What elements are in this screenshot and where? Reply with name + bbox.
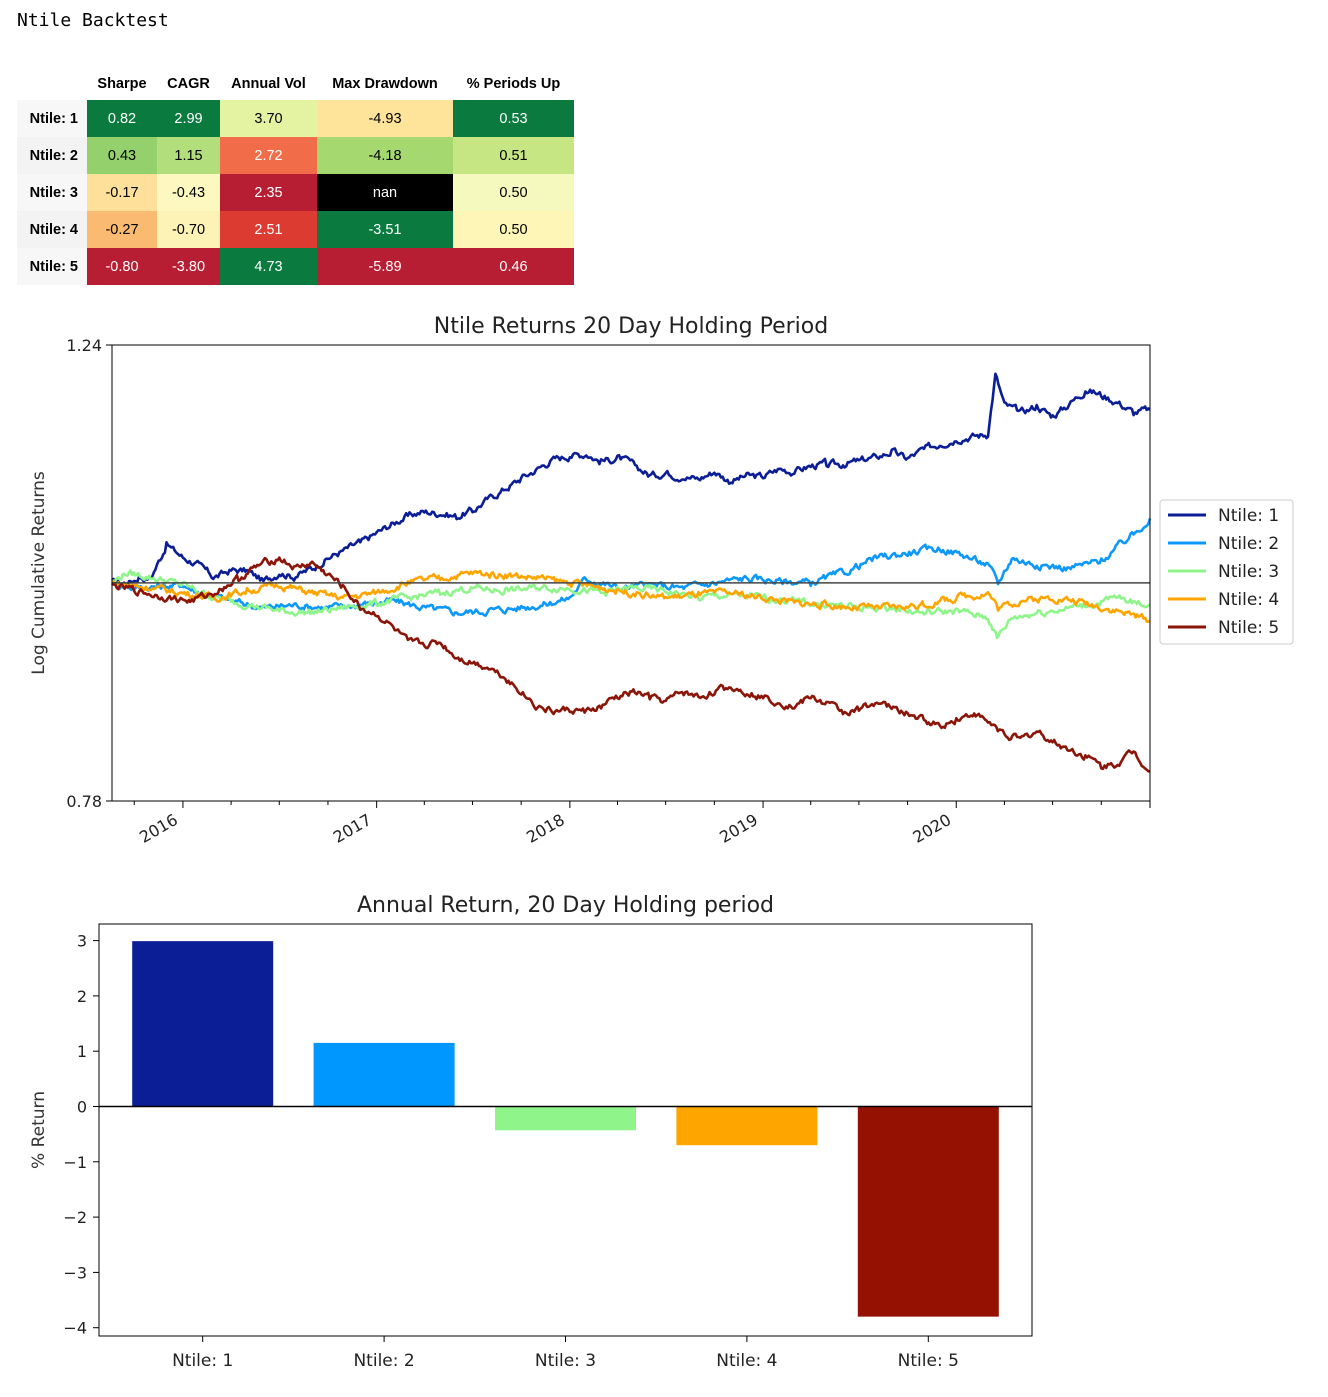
line-chart: Ntile Returns 20 Day Holding Period Log C… [29, 314, 1294, 847]
legend-label: Ntile: 5 [1218, 618, 1279, 638]
table-cell: -0.70 [157, 211, 220, 248]
table-row: Ntile: 1 0.82 2.99 3.70 -4.93 0.53 [17, 100, 574, 137]
table-cell: nan [317, 174, 453, 211]
table-cell: -0.27 [87, 211, 157, 248]
series-line-ntile-4 [111, 569, 1151, 623]
x-tick-label: Ntile: 4 [716, 1351, 777, 1371]
table-cell: -0.43 [157, 174, 220, 211]
bar-ntile-5 [857, 1106, 999, 1317]
chart-title: Ntile Returns 20 Day Holding Period [434, 314, 828, 339]
table-cell: -5.89 [317, 248, 453, 285]
y-axis-label: Log Cumulative Returns [29, 471, 49, 675]
table-cell: -4.18 [317, 137, 453, 174]
table-cell: -4.93 [317, 100, 453, 137]
table-cell: 2.51 [220, 211, 317, 248]
table-cell: 0.82 [87, 100, 157, 137]
y-axis-label: % Return [29, 1091, 49, 1169]
page-heading: Ntile Backtest [17, 10, 169, 31]
legend-label: Ntile: 1 [1218, 506, 1279, 526]
table-cell: 3.70 [220, 100, 317, 137]
table-cell: -0.80 [87, 248, 157, 285]
y-tick-label: 0.78 [66, 792, 102, 811]
table-header-row: Sharpe CAGR Annual Vol Max Drawdown % Pe… [17, 67, 574, 100]
y-tick-label: −2 [63, 1208, 87, 1227]
y-tick-label: 0 [77, 1097, 87, 1116]
table-cell: 2.72 [220, 137, 317, 174]
x-tick-label: 2017 [330, 810, 375, 847]
table-cell: 0.43 [87, 137, 157, 174]
chart-title: Annual Return, 20 Day Holding period [357, 893, 774, 918]
row-label: Ntile: 1 [17, 100, 87, 137]
bar-ntile-3 [495, 1106, 636, 1131]
table-cell: 1.15 [157, 137, 220, 174]
table-cell: 2.35 [220, 174, 317, 211]
corner-cell [17, 67, 87, 100]
x-tick-label: Ntile: 1 [172, 1351, 233, 1371]
row-label: Ntile: 2 [17, 137, 87, 174]
table-cell: 0.50 [453, 174, 574, 211]
series-line-ntile-1 [111, 372, 1151, 587]
legend-label: Ntile: 3 [1218, 562, 1279, 582]
plot-frame [98, 923, 1033, 1337]
series-line-ntile-3 [110, 569, 1151, 640]
table-row: Ntile: 4 -0.27 -0.70 2.51 -3.51 0.50 [17, 211, 574, 248]
table-cell: -3.51 [317, 211, 453, 248]
bar-ntile-1 [132, 941, 274, 1107]
table-cell: 2.99 [157, 100, 220, 137]
table-row: Ntile: 2 0.43 1.15 2.72 -4.18 0.51 [17, 137, 574, 174]
table-row: Ntile: 5 -0.80 -3.80 4.73 -5.89 0.46 [17, 248, 574, 285]
x-tick-label: 2020 [910, 810, 955, 847]
bar-chart: Annual Return, 20 Day Holding period % Re… [29, 893, 1033, 1371]
x-tick-label: 2018 [523, 810, 568, 847]
x-tick-label: Ntile: 5 [898, 1351, 959, 1371]
y-tick-label: 1.24 [66, 336, 102, 355]
bar-ntile-4 [676, 1106, 818, 1146]
column-header: Max Drawdown [332, 75, 438, 92]
legend-label: Ntile: 2 [1218, 534, 1279, 554]
x-tick-label: Ntile: 2 [353, 1351, 414, 1371]
y-tick-label: −3 [63, 1263, 87, 1282]
x-tick-label: 2019 [716, 810, 761, 847]
y-tick-label: 3 [77, 932, 87, 951]
y-tick-label: −1 [63, 1153, 87, 1172]
bar-ntile-2 [313, 1042, 455, 1107]
table-cell: 0.51 [453, 137, 574, 174]
series-line-ntile-5 [111, 556, 1150, 773]
column-header: Annual Vol [231, 75, 306, 92]
table-cell: 0.53 [453, 100, 574, 137]
row-label: Ntile: 4 [17, 211, 87, 248]
row-label: Ntile: 5 [17, 248, 87, 285]
column-header: % Periods Up [466, 75, 561, 92]
table-cell: -0.17 [87, 174, 157, 211]
y-tick-label: 1 [77, 1042, 87, 1061]
table-cell: -3.80 [157, 248, 220, 285]
legend-label: Ntile: 4 [1218, 590, 1279, 610]
column-header: Sharpe [97, 75, 147, 92]
table-row: Ntile: 3 -0.17 -0.43 2.35 nan 0.50 [17, 174, 574, 211]
table-cell: 0.50 [453, 211, 574, 248]
column-header: CAGR [167, 75, 210, 92]
legend-box [1159, 499, 1294, 645]
y-tick-label: −4 [63, 1319, 87, 1338]
table-cell: 4.73 [220, 248, 317, 285]
x-tick-label: Ntile: 3 [535, 1351, 596, 1371]
x-tick-label: 2016 [136, 810, 181, 847]
table-cell: 0.46 [453, 248, 574, 285]
y-tick-label: 2 [77, 987, 87, 1006]
stats-table: Sharpe CAGR Annual Vol Max Drawdown % Pe… [17, 67, 574, 285]
row-label: Ntile: 3 [17, 174, 87, 211]
plot-frame [111, 344, 1151, 802]
legend: Ntile: 1 Ntile: 2 Ntile: 3 Ntile: 4 Ntile: 5 [1159, 499, 1294, 645]
